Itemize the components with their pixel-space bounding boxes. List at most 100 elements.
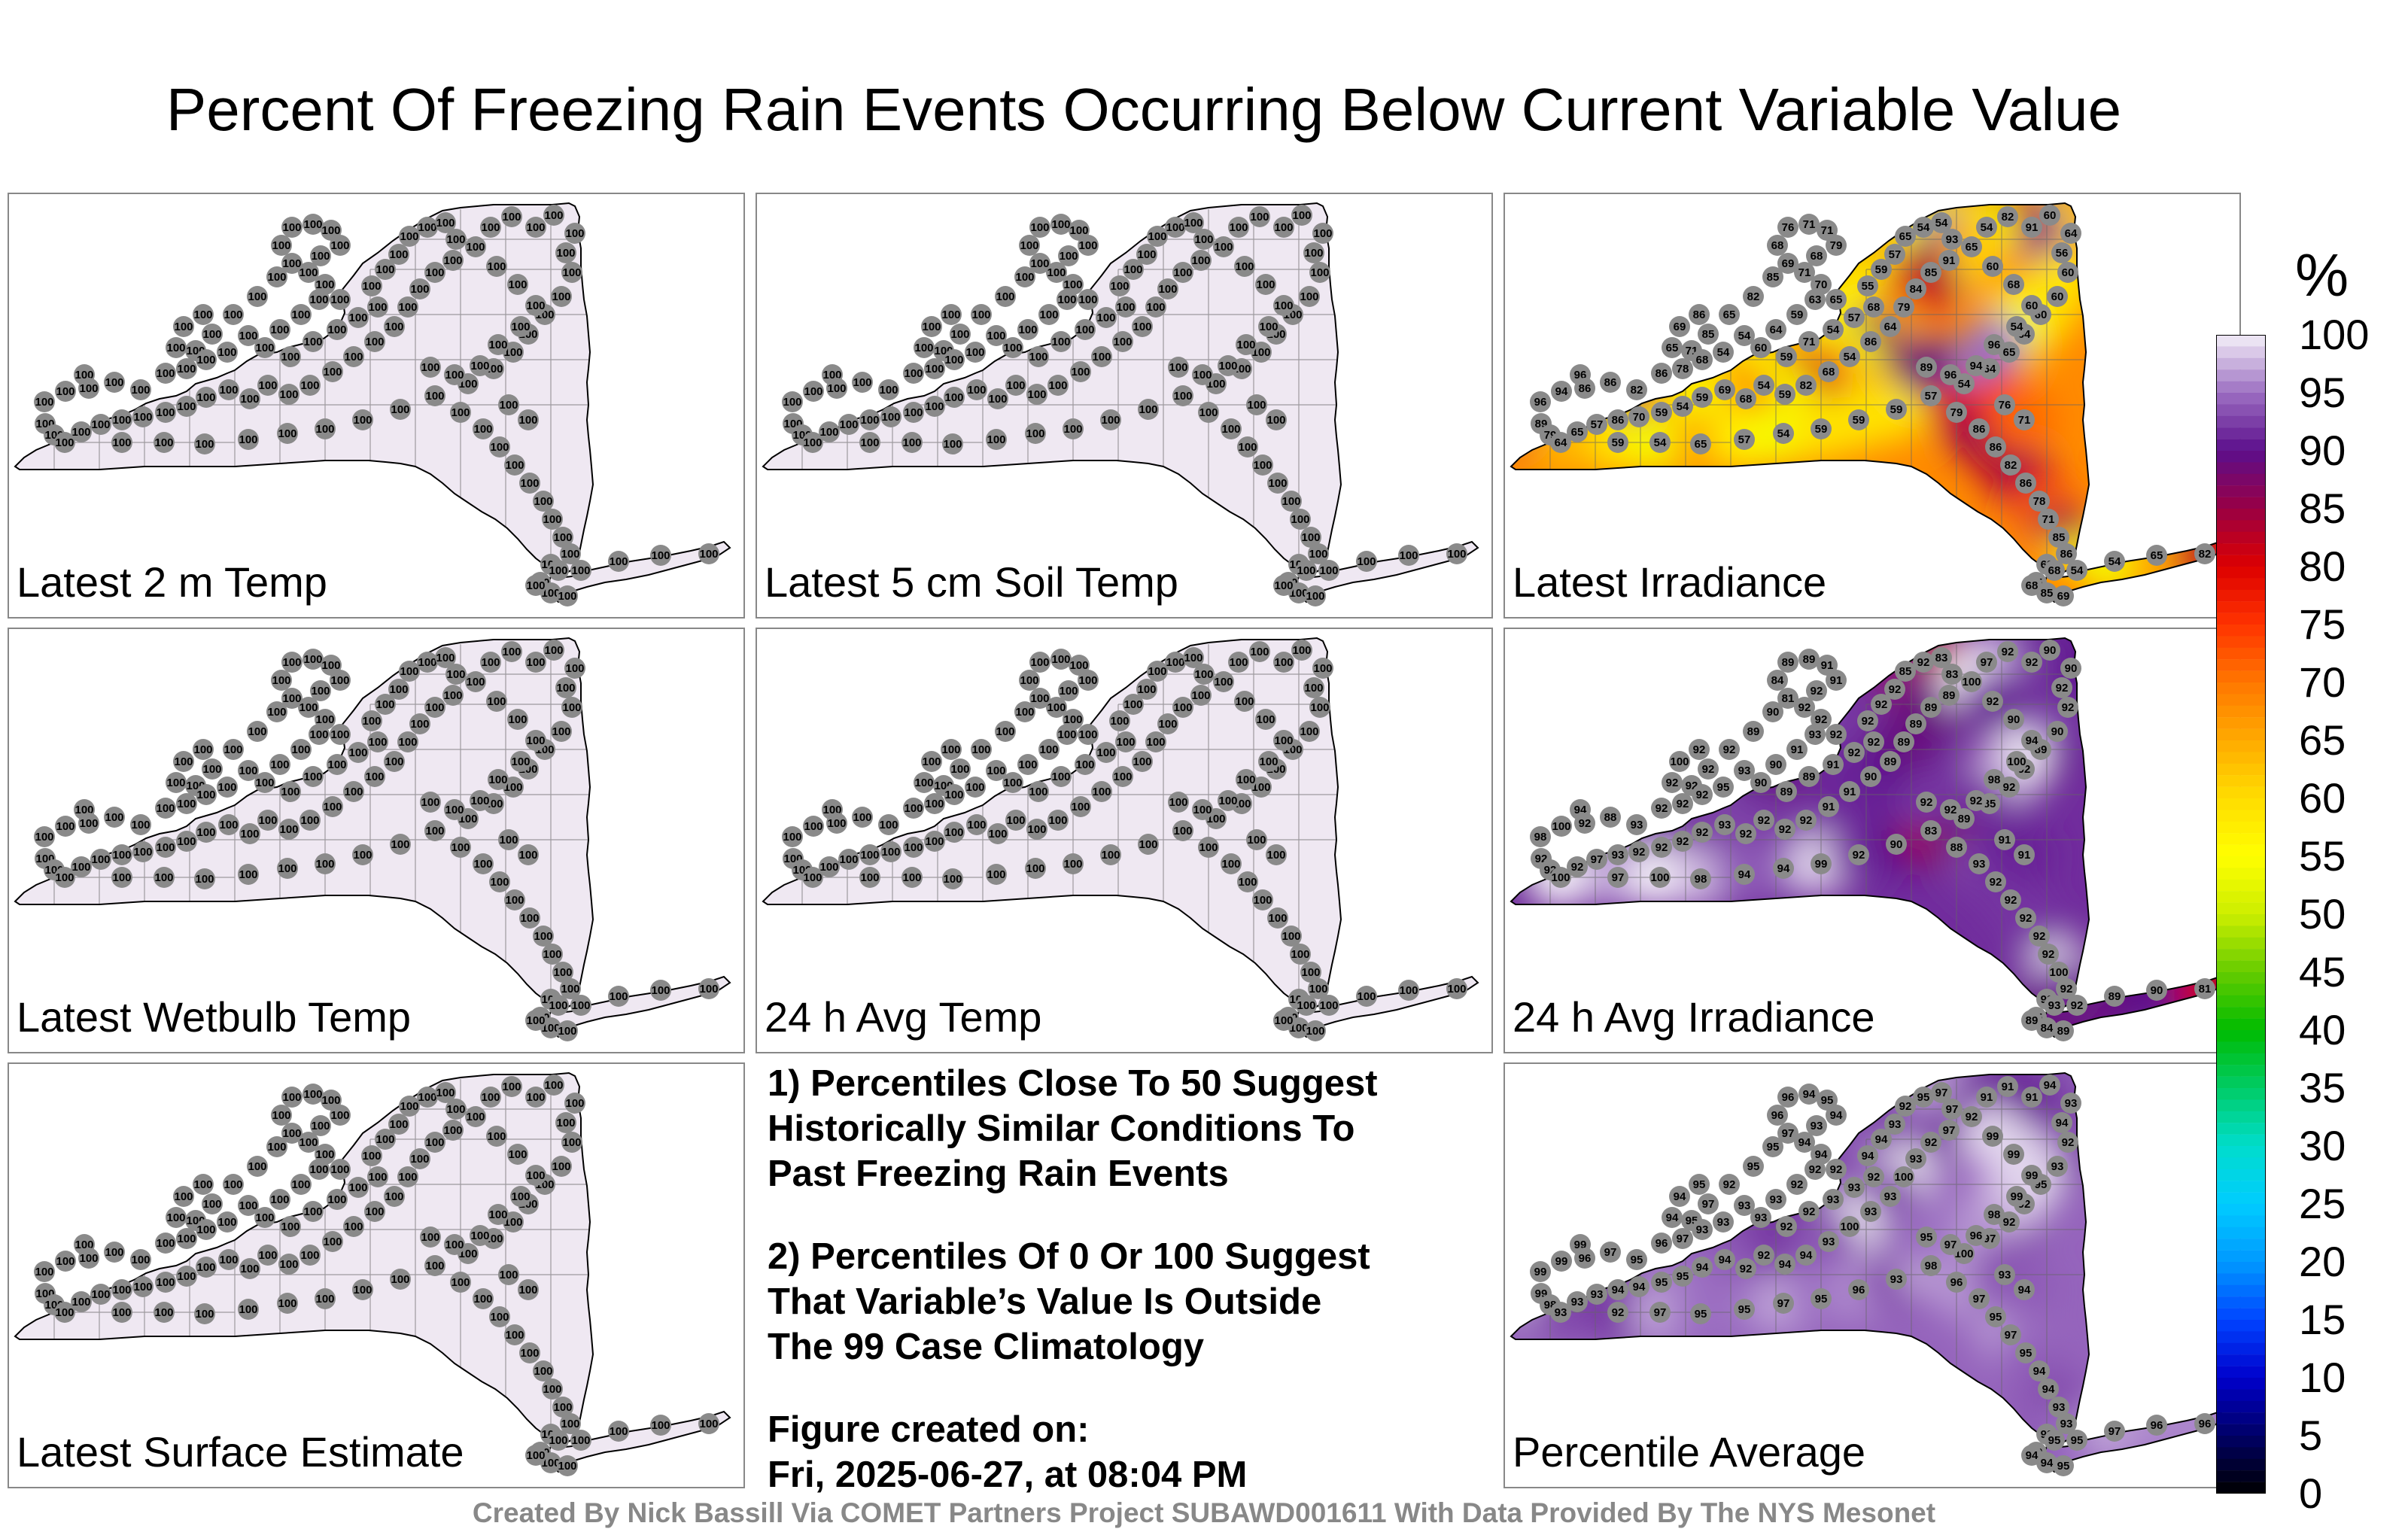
station-value: 100	[458, 378, 477, 391]
station-marker: 100	[480, 217, 501, 238]
station-value: 100	[651, 549, 670, 562]
station-marker: 100	[1091, 781, 1112, 802]
station-value: 89	[1958, 813, 1971, 825]
station-value: 92	[2003, 781, 2016, 794]
station-marker: 94	[1826, 1105, 1847, 1126]
station-marker: 100	[555, 1112, 576, 1133]
station-marker: 79	[1893, 296, 1914, 318]
station-marker: 100	[1246, 394, 1267, 415]
station-value: 100	[309, 728, 328, 741]
station-marker: 100	[330, 1105, 351, 1126]
station-marker: 100	[450, 1272, 471, 1293]
station-value: 100	[511, 1190, 530, 1203]
station-marker: 69	[1714, 379, 1735, 400]
station-marker: 100	[450, 402, 471, 423]
station-marker: 100	[34, 391, 55, 412]
station-value: 100	[177, 400, 196, 413]
station-marker: 92	[1826, 724, 1847, 745]
station-value: 100	[2049, 966, 2068, 979]
station-value: 90	[2044, 644, 2057, 657]
station-marker: 100	[176, 1266, 197, 1287]
station-marker: 100	[561, 262, 582, 283]
panel-latest-2m-temp: 100 100 100 100 100 100 100 100 100 100 100 100 100 1…	[8, 193, 745, 619]
station-marker: 100	[375, 694, 396, 715]
station-marker: 100	[176, 358, 197, 379]
station-value: 100	[1096, 312, 1115, 324]
station-value: 93	[1612, 849, 1625, 862]
station-value: 59	[1696, 391, 1709, 404]
station-marker: 100	[1123, 694, 1144, 715]
station-value: 100	[1113, 771, 1132, 783]
station-marker: 68	[1818, 361, 1839, 382]
station-value: 85	[2053, 531, 2066, 544]
station-value: 100	[562, 701, 581, 714]
station-marker: 100	[417, 217, 438, 238]
station-marker: 100	[384, 1186, 405, 1207]
station-value: 100	[699, 1418, 718, 1430]
station-marker: 99	[2003, 1144, 2024, 1165]
station-value: 100	[445, 1239, 464, 1251]
station-marker: 93	[1714, 814, 1735, 835]
station-value: 100	[549, 564, 567, 577]
colorbar-tick-label: 0	[2299, 1470, 2323, 1517]
station-value: 100	[565, 227, 584, 240]
station-marker: 83	[1920, 820, 1941, 841]
station-value: 90	[1770, 758, 1783, 771]
station-value: 100	[941, 309, 960, 321]
station-marker: 93	[1969, 853, 1990, 874]
station-value: 100	[348, 746, 367, 759]
station-value: 100	[508, 1148, 527, 1161]
station-marker: 100	[424, 262, 445, 283]
station-marker: 90	[2047, 721, 2068, 742]
station-value: 93	[1889, 1118, 1902, 1131]
station-marker: 100	[409, 278, 430, 299]
station-marker: 100	[399, 1096, 420, 1117]
station-value: 100	[1030, 656, 1049, 669]
station-value: 100	[196, 1261, 215, 1274]
station-marker: 57	[1884, 244, 1905, 265]
station-marker: 86	[2056, 543, 2077, 564]
station-value: 100	[458, 813, 477, 825]
station-marker: 100	[1237, 436, 1258, 457]
station-marker: 99	[1811, 853, 1832, 874]
station-value: 100	[219, 384, 238, 397]
station-marker: 100	[1290, 944, 1311, 965]
station-value: 100	[996, 725, 1014, 738]
station-marker: 100	[1249, 206, 1270, 227]
station-marker: 98	[1530, 826, 1551, 847]
station-marker: 100	[303, 766, 324, 787]
station-value: 100	[1051, 336, 1070, 348]
station-marker: 76	[1994, 394, 2015, 415]
station-marker: 100	[525, 1087, 546, 1108]
station-value: 93	[1823, 1236, 1835, 1248]
station-value: 97	[1702, 1198, 1715, 1211]
station-value: 100	[904, 406, 923, 419]
station-marker: 100	[409, 713, 430, 734]
station-value: 100	[156, 1237, 175, 1250]
station-value: 82	[1631, 384, 1643, 397]
state-fill	[15, 638, 730, 1037]
station-value: 100	[248, 290, 266, 303]
station-marker: 100	[1308, 543, 1329, 564]
station-value: 96	[1655, 1237, 1668, 1250]
station-value: 100	[1078, 674, 1097, 687]
station-marker: 100	[1281, 491, 1302, 512]
station-value: 68	[2026, 579, 2039, 592]
station-marker: 100	[1145, 731, 1166, 752]
station-value: 100	[526, 1449, 545, 1462]
station-value: 100	[303, 1205, 322, 1218]
station-value: 100	[534, 930, 552, 943]
station-marker: 92	[2057, 1132, 2078, 1153]
station-marker: 71	[2038, 509, 2059, 530]
station-marker: 100	[1078, 235, 1099, 256]
station-marker: 86	[1651, 363, 1672, 384]
station-marker: 89	[1798, 649, 1820, 670]
station-marker: 100	[924, 396, 945, 417]
station-value: 92	[1723, 743, 1736, 756]
station-marker: 95	[2015, 1342, 2036, 1363]
station-marker: 92	[2015, 907, 2036, 929]
station-marker: 100	[542, 944, 563, 965]
station-value: 85	[2041, 587, 2054, 600]
station-marker: 100	[218, 814, 239, 835]
